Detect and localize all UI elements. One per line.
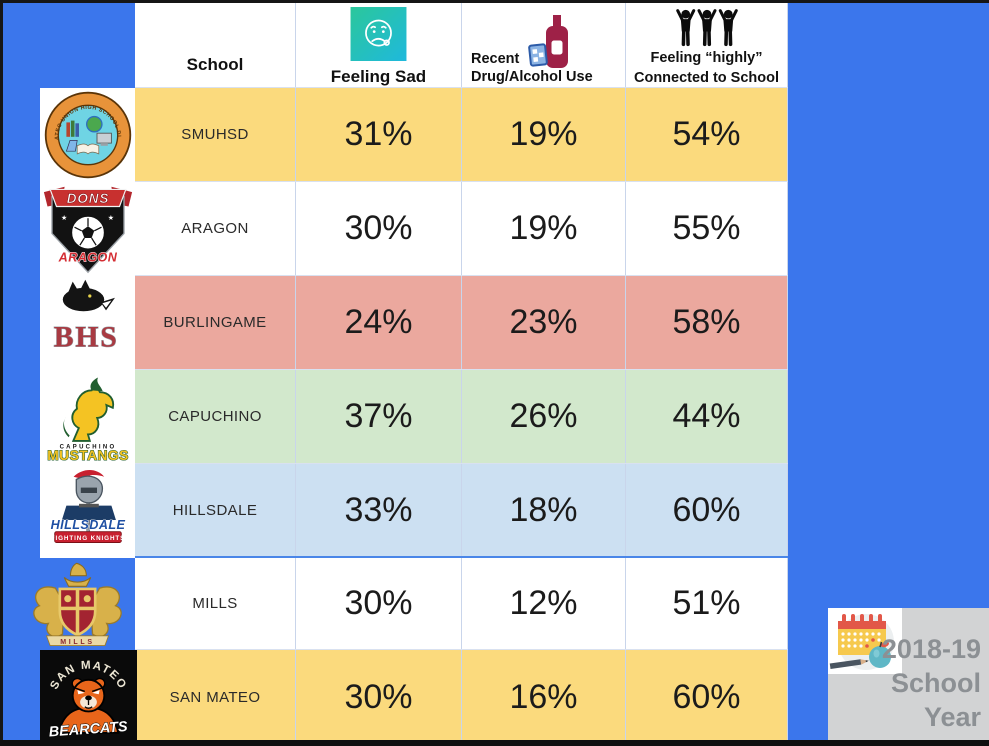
school-name-cell: CAPUCHINO xyxy=(135,370,296,463)
header-feeling-sad-cell: Feeling Sad xyxy=(296,3,462,87)
pencil-glyph xyxy=(829,659,869,669)
feeling-sad-value: 30% xyxy=(296,558,462,649)
school-name: BURLINGAME xyxy=(163,314,267,331)
drug-alcohol-value: 19% xyxy=(462,182,626,275)
header-connected-cell: Feeling “highly” Connected to School xyxy=(626,3,788,87)
header-school-label: School xyxy=(186,55,244,74)
aragon-dons-logo: DONS ★ ★ ARAGON xyxy=(43,186,132,274)
sad-face-icon xyxy=(350,7,407,61)
table-row: SAN MATEO 30% 16% 60% xyxy=(135,650,788,745)
header-drug-line2: Drug/Alcohol Use xyxy=(471,69,593,85)
calendar-glyph xyxy=(838,614,886,655)
school-name: ARAGON xyxy=(181,220,249,237)
smuhsd-district-seal-logo: SAN MATEO UNION HIGH SCHOOL DISTRICT xyxy=(43,90,131,179)
table-row: SMUHSD 31% 19% 54% xyxy=(135,88,788,182)
window-top-border xyxy=(0,0,989,3)
feeling-sad-value: 33% xyxy=(296,464,462,556)
hillsdale-name-text: HILLSDALE xyxy=(50,518,125,532)
table-row: ARAGON 30% 19% 55% xyxy=(135,182,788,276)
aragon-name-text: ARAGON xyxy=(57,250,117,264)
school-name-cell: ARAGON xyxy=(135,182,296,275)
school-year-line1: 2018-19 xyxy=(881,634,981,664)
data-table: School xyxy=(135,3,788,745)
table-row: MILLS 30% 12% 51% xyxy=(135,558,788,650)
header-drug-line1: Recent xyxy=(471,51,520,67)
san-mateo-bearcats-logo: SAN MATEO BEARCATS xyxy=(42,651,135,744)
capuchino-mustangs-logo: CAPUCHINO MUSTANGS xyxy=(46,377,129,463)
feeling-sad-value: 37% xyxy=(296,370,462,463)
table-row: HILLSDALE 33% 18% 60% xyxy=(135,464,788,558)
connected-value: 60% xyxy=(626,650,788,744)
people-holding-hands-icon xyxy=(675,9,738,47)
connected-value: 58% xyxy=(626,276,788,369)
connected-value: 60% xyxy=(626,464,788,556)
window-bottom-border xyxy=(0,740,989,746)
mills-crest-logo: MILLS xyxy=(33,562,122,647)
hillsdale-knights-logo: HILLSDALE FIGHTING KNIGHTS xyxy=(50,470,125,543)
school-name-cell: MILLS xyxy=(135,558,296,649)
logo-column: SAN MATEO UNION HIGH SCHOOL DISTRICT DON… xyxy=(33,88,137,745)
school-name-cell: SMUHSD xyxy=(135,88,296,181)
school-year-text: 2018-19 School Year xyxy=(828,632,981,734)
logo-cell-burlingame: BHS xyxy=(40,276,135,370)
school-name: HILLSDALE xyxy=(172,501,258,519)
table-row: CAPUCHINO 37% 26% 44% xyxy=(135,370,788,464)
school-name: SMUHSD xyxy=(181,126,249,143)
connected-value: 51% xyxy=(626,558,788,649)
school-name-cell: BURLINGAME xyxy=(135,276,296,369)
aragon-banner-text: DONS xyxy=(66,191,109,206)
apple-glyph xyxy=(869,641,891,668)
drug-alcohol-value: 26% xyxy=(462,370,626,463)
star-left: ★ xyxy=(61,213,67,222)
header-feeling-sad-label: Feeling Sad xyxy=(330,67,427,86)
logo-cell-hillsdale: HILLSDALE FIGHTING KNIGHTS xyxy=(40,464,135,558)
feeling-sad-value: 24% xyxy=(296,276,462,369)
logo-cell-aragon: DONS ★ ★ ARAGON xyxy=(40,182,135,276)
star-right: ★ xyxy=(107,213,113,222)
feeling-sad-value: 31% xyxy=(296,88,462,181)
school-name-cell: SAN MATEO xyxy=(135,650,296,744)
logo-cell-san-mateo: SAN MATEO BEARCATS xyxy=(40,650,137,745)
school-name: CAPUCHINO xyxy=(168,408,262,425)
header-connected-line2: Connected to School xyxy=(634,70,779,86)
drug-alcohol-value: 12% xyxy=(462,558,626,649)
capuchino-school-text: CAPUCHINO xyxy=(59,444,116,450)
table-row: BURLINGAME 24% 23% 58% xyxy=(135,276,788,370)
logo-cell-mills: MILLS xyxy=(33,558,135,650)
bearcats-text: BEARCATS xyxy=(48,719,128,740)
school-year-line2: School Year xyxy=(890,668,981,732)
school-name: SAN MATEO xyxy=(169,688,261,706)
drug-alcohol-value: 19% xyxy=(462,88,626,181)
drug-alcohol-value: 16% xyxy=(462,650,626,744)
window-left-border xyxy=(0,0,3,746)
drug-alcohol-value: 18% xyxy=(462,464,626,556)
feeling-sad-value: 30% xyxy=(296,650,462,744)
school-year-badge: 2018-19 School Year xyxy=(828,608,989,746)
logo-cell-smuhsd: SAN MATEO UNION HIGH SCHOOL DISTRICT xyxy=(40,88,135,182)
mills-banner-text: MILLS xyxy=(60,639,94,646)
hillsdale-mascot-text: FIGHTING KNIGHTS xyxy=(50,535,125,542)
header-connected-line1: Feeling “highly” xyxy=(650,50,763,66)
header-drug-alcohol-cell: Recent Drug/Alcohol Use xyxy=(462,3,626,87)
logo-cell-capuchino: CAPUCHINO MUSTANGS xyxy=(40,370,135,464)
bhs-text: BHS xyxy=(53,321,118,353)
burlingame-panther-logo: BHS xyxy=(53,279,118,354)
school-name-cell: HILLSDALE xyxy=(135,464,296,556)
capuchino-mascot-text: MUSTANGS xyxy=(47,448,129,463)
school-name: MILLS xyxy=(192,595,238,612)
connected-value: 44% xyxy=(626,370,788,463)
connected-value: 54% xyxy=(626,88,788,181)
header-school-cell: School xyxy=(135,3,296,87)
table-header-row: School xyxy=(135,3,788,88)
drug-alcohol-value: 23% xyxy=(462,276,626,369)
calendar-icon xyxy=(828,608,902,674)
feeling-sad-value: 30% xyxy=(296,182,462,275)
connected-value: 55% xyxy=(626,182,788,275)
bottle-and-glass-icon xyxy=(528,15,568,68)
